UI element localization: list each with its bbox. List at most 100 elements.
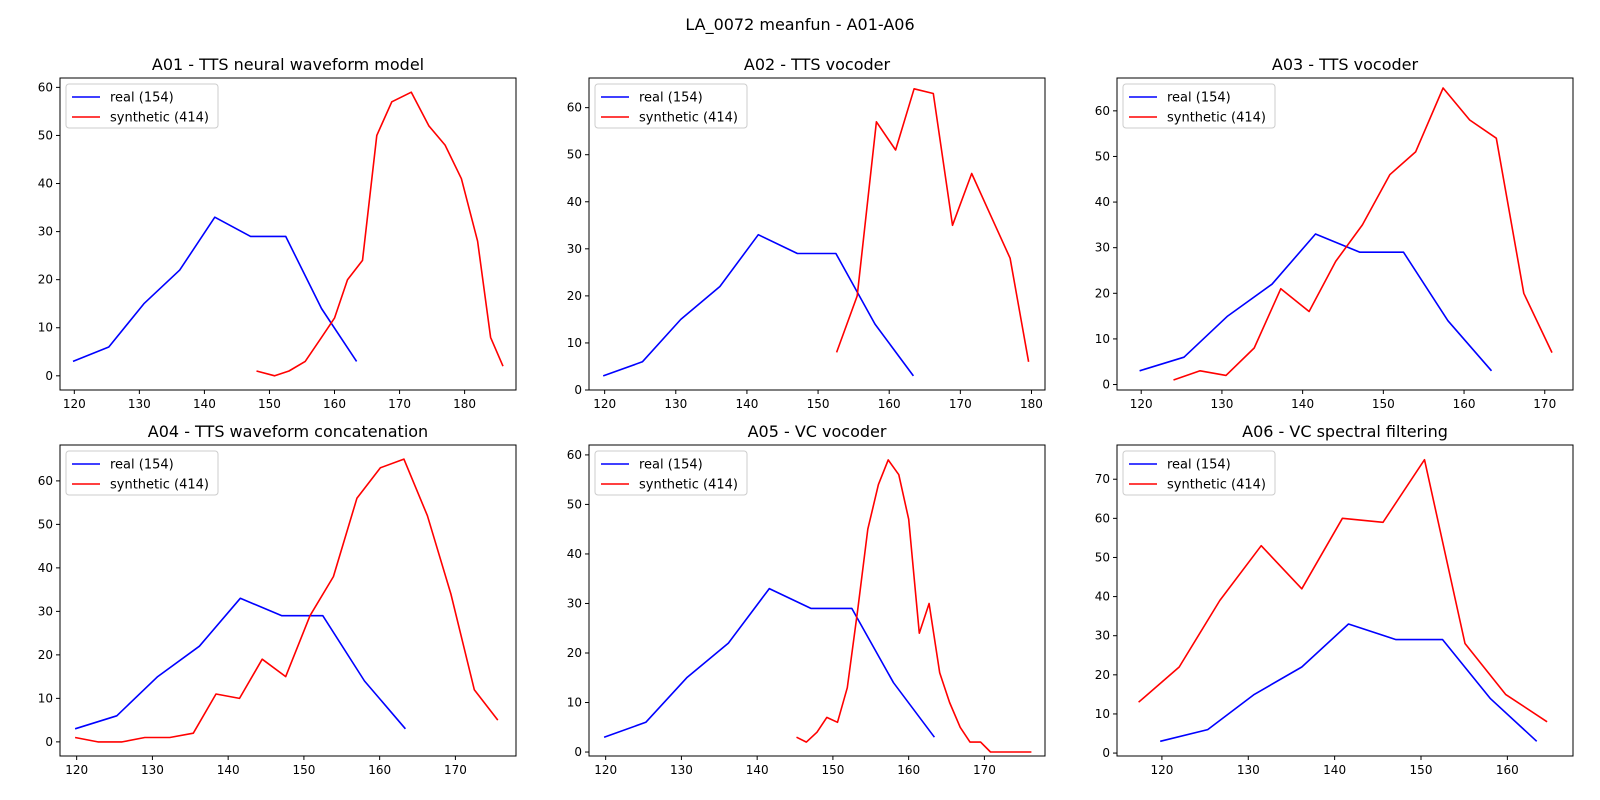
legend-box — [65, 450, 219, 496]
y-tick-label: 10 — [1095, 707, 1110, 721]
x-tick-label: 150 — [292, 763, 315, 777]
series-line-synthetic — [256, 91, 504, 377]
x-tick-label: 130 — [1237, 763, 1260, 777]
y-tick-label: 20 — [1095, 286, 1110, 300]
legend-box — [1122, 83, 1276, 129]
y-tick-label: 0 — [574, 745, 582, 759]
axes-frame — [59, 77, 517, 391]
y-tick-label: 40 — [1095, 195, 1110, 209]
subplot-5: A05 - VC vocoder 120 130 140 150 160 170 0 10 20 3… — [567, 422, 1046, 777]
x-tick-label: 150 — [258, 397, 281, 411]
x-tick-label: 160 — [878, 397, 901, 411]
y-tick-label: 50 — [1095, 550, 1110, 564]
y-tick-label: 60 — [38, 474, 53, 488]
legend-box — [594, 83, 748, 129]
y-tick-label: 40 — [567, 195, 582, 209]
y-tick-label: 40 — [567, 547, 582, 561]
legend-label: real (154) — [639, 91, 703, 106]
figure-suptitle: LA_0072 meanfun - A01-A06 — [685, 15, 914, 35]
series-line-real — [1139, 233, 1493, 372]
y-tick-label: 10 — [1095, 332, 1110, 346]
x-tick-label: 160 — [1496, 763, 1519, 777]
x-tick-label: 160 — [897, 763, 920, 777]
x-tick-label: 130 — [128, 397, 151, 411]
x-tick-label: 160 — [323, 397, 346, 411]
x-tick-label: 170 — [1533, 397, 1556, 411]
legend: real (154) synthetic (414) — [1122, 450, 1276, 496]
x-tick-label: 150 — [821, 763, 844, 777]
x-tick-label: 140 — [1323, 763, 1346, 777]
legend-box — [1122, 450, 1276, 496]
legend-label: synthetic (414) — [1167, 478, 1266, 493]
subplot-title: A05 - VC vocoder — [748, 422, 887, 441]
legend-box — [65, 83, 219, 129]
x-tick-label: 120 — [593, 397, 616, 411]
y-tick-label: 50 — [38, 128, 53, 142]
y-tick-label: 20 — [567, 289, 582, 303]
y-tick-label: 30 — [1095, 629, 1110, 643]
y-tick-label: 10 — [567, 696, 582, 710]
legend-label: real (154) — [639, 458, 703, 473]
y-tick-label: 20 — [567, 646, 582, 660]
y-tick-label: 10 — [38, 321, 53, 335]
y-tick-label: 30 — [38, 604, 53, 618]
axes-frame — [1116, 77, 1574, 391]
series-line-real — [72, 216, 358, 363]
x-tick-label: 150 — [1410, 763, 1433, 777]
y-tick-label: 30 — [567, 596, 582, 610]
y-tick-label: 60 — [567, 101, 582, 115]
series-line-synthetic — [74, 458, 499, 743]
x-tick-label: 170 — [949, 397, 972, 411]
subplots: A01 - TTS neural waveform model 120 130 140… — [38, 55, 1574, 777]
y-tick-label: 30 — [1095, 241, 1110, 255]
x-tick-label: 140 — [193, 397, 216, 411]
y-tick-label: 20 — [38, 273, 53, 287]
subplot-title: A06 - VC spectral filtering — [1242, 422, 1448, 441]
y-tick-label: 20 — [38, 648, 53, 662]
x-tick-label: 140 — [735, 397, 758, 411]
legend: real (154) synthetic (414) — [65, 83, 219, 129]
y-tick-label: 40 — [38, 177, 53, 191]
y-tick-label: 20 — [1095, 668, 1110, 682]
legend: real (154) synthetic (414) — [1122, 83, 1276, 129]
series-line-synthetic — [835, 88, 1030, 362]
y-tick-label: 0 — [574, 383, 582, 397]
legend: real (154) synthetic (414) — [594, 450, 748, 496]
series-line-synthetic — [796, 459, 1032, 753]
subplot-title: A01 - TTS neural waveform model — [152, 55, 424, 74]
y-tick-label: 30 — [38, 225, 53, 239]
y-tick-label: 60 — [1095, 104, 1110, 118]
x-tick-label: 170 — [444, 763, 467, 777]
y-tick-label: 0 — [45, 735, 53, 749]
axes-frame — [588, 444, 1046, 757]
series-line-real — [602, 233, 915, 377]
subplot-2: A02 - TTS vocoder 120 130 140 150 160 170 180 0 1… — [567, 55, 1046, 411]
x-tick-label: 150 — [1372, 397, 1395, 411]
y-tick-label: 60 — [38, 80, 53, 94]
legend-label: synthetic (414) — [110, 111, 209, 126]
series-line-synthetic — [1138, 458, 1548, 723]
x-tick-label: 120 — [594, 763, 617, 777]
legend-label: synthetic (414) — [639, 478, 738, 493]
legend: real (154) synthetic (414) — [594, 83, 748, 129]
subplot-3: A03 - TTS vocoder 120 130 140 150 160 170 0 10 20… — [1095, 55, 1574, 411]
y-tick-label: 50 — [567, 148, 582, 162]
y-tick-label: 10 — [567, 336, 582, 350]
legend-label: synthetic (414) — [1167, 111, 1266, 126]
series-line-real — [603, 587, 936, 738]
x-tick-label: 130 — [664, 397, 687, 411]
axes-frame — [588, 77, 1046, 391]
x-tick-label: 130 — [1210, 397, 1233, 411]
x-tick-label: 170 — [388, 397, 411, 411]
x-tick-label: 140 — [746, 763, 769, 777]
x-tick-label: 140 — [1291, 397, 1314, 411]
y-tick-label: 40 — [1095, 590, 1110, 604]
x-tick-label: 170 — [973, 763, 996, 777]
series-line-real — [74, 597, 407, 730]
y-tick-label: 40 — [38, 561, 53, 575]
subplot-title: A03 - TTS vocoder — [1272, 55, 1419, 74]
axes-frame — [59, 444, 517, 757]
x-tick-label: 180 — [453, 397, 476, 411]
legend: real (154) synthetic (414) — [65, 450, 219, 496]
